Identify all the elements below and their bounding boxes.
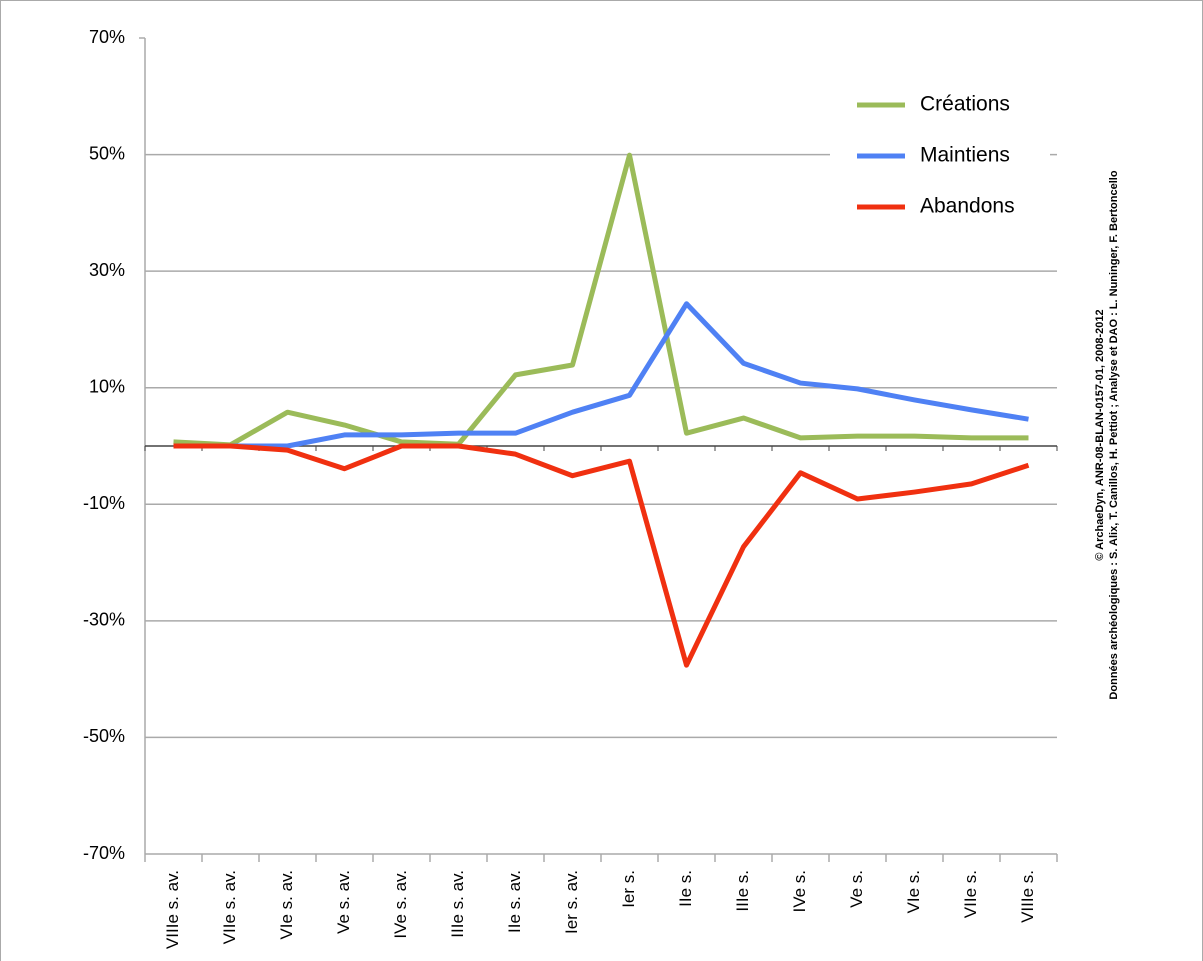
x-tick-label: VIIIe s. av. bbox=[163, 870, 182, 949]
x-tick-label: VIIIe s. bbox=[1018, 870, 1037, 923]
x-tick-label: IIe s. bbox=[676, 870, 695, 907]
x-tick-label: IVe s. av. bbox=[391, 870, 410, 939]
y-tick-label: -70% bbox=[83, 843, 125, 863]
y-tick-label: 30% bbox=[89, 260, 125, 280]
x-tick-label: VIe s. av. bbox=[277, 870, 296, 940]
y-tick-label: -30% bbox=[83, 610, 125, 630]
x-tick-label: IVe s. bbox=[790, 870, 809, 913]
y-tick-label: -10% bbox=[83, 493, 125, 513]
x-tick-label: VIIe s. bbox=[961, 870, 980, 918]
annotation: © ArchaeDyn, ANR-08-BLAN-0157-01, 2008-2… bbox=[1094, 309, 1106, 560]
annotation: Données archéologiques : S. Alix, T. Can… bbox=[1108, 170, 1120, 699]
legend-label: Maintiens bbox=[920, 144, 1010, 167]
x-tick-label: Ier s. bbox=[619, 870, 638, 908]
y-tick-label: 10% bbox=[89, 376, 125, 396]
x-tick-label: Ier s. av. bbox=[562, 870, 581, 934]
x-tick-label: IIIe s. av. bbox=[448, 870, 467, 938]
x-tick-label: Ve s. bbox=[847, 870, 866, 908]
series-line bbox=[173, 443, 1030, 668]
y-tick-label: 50% bbox=[89, 143, 125, 163]
series-line bbox=[173, 301, 1029, 449]
x-tick-label: Ve s. av. bbox=[334, 870, 353, 934]
x-tick-label: IIe s. av. bbox=[505, 870, 524, 933]
x-tick-label: VIIe s. av. bbox=[220, 870, 239, 944]
legend-label: Abandons bbox=[920, 195, 1015, 218]
legend-label: Créations bbox=[920, 93, 1010, 116]
x-tick-label: IIIe s. bbox=[733, 870, 752, 912]
y-tick-label: -50% bbox=[83, 726, 125, 746]
y-tick-label: 70% bbox=[89, 27, 125, 47]
series-line bbox=[173, 152, 1029, 448]
x-tick-label: VIe s. bbox=[904, 870, 923, 913]
